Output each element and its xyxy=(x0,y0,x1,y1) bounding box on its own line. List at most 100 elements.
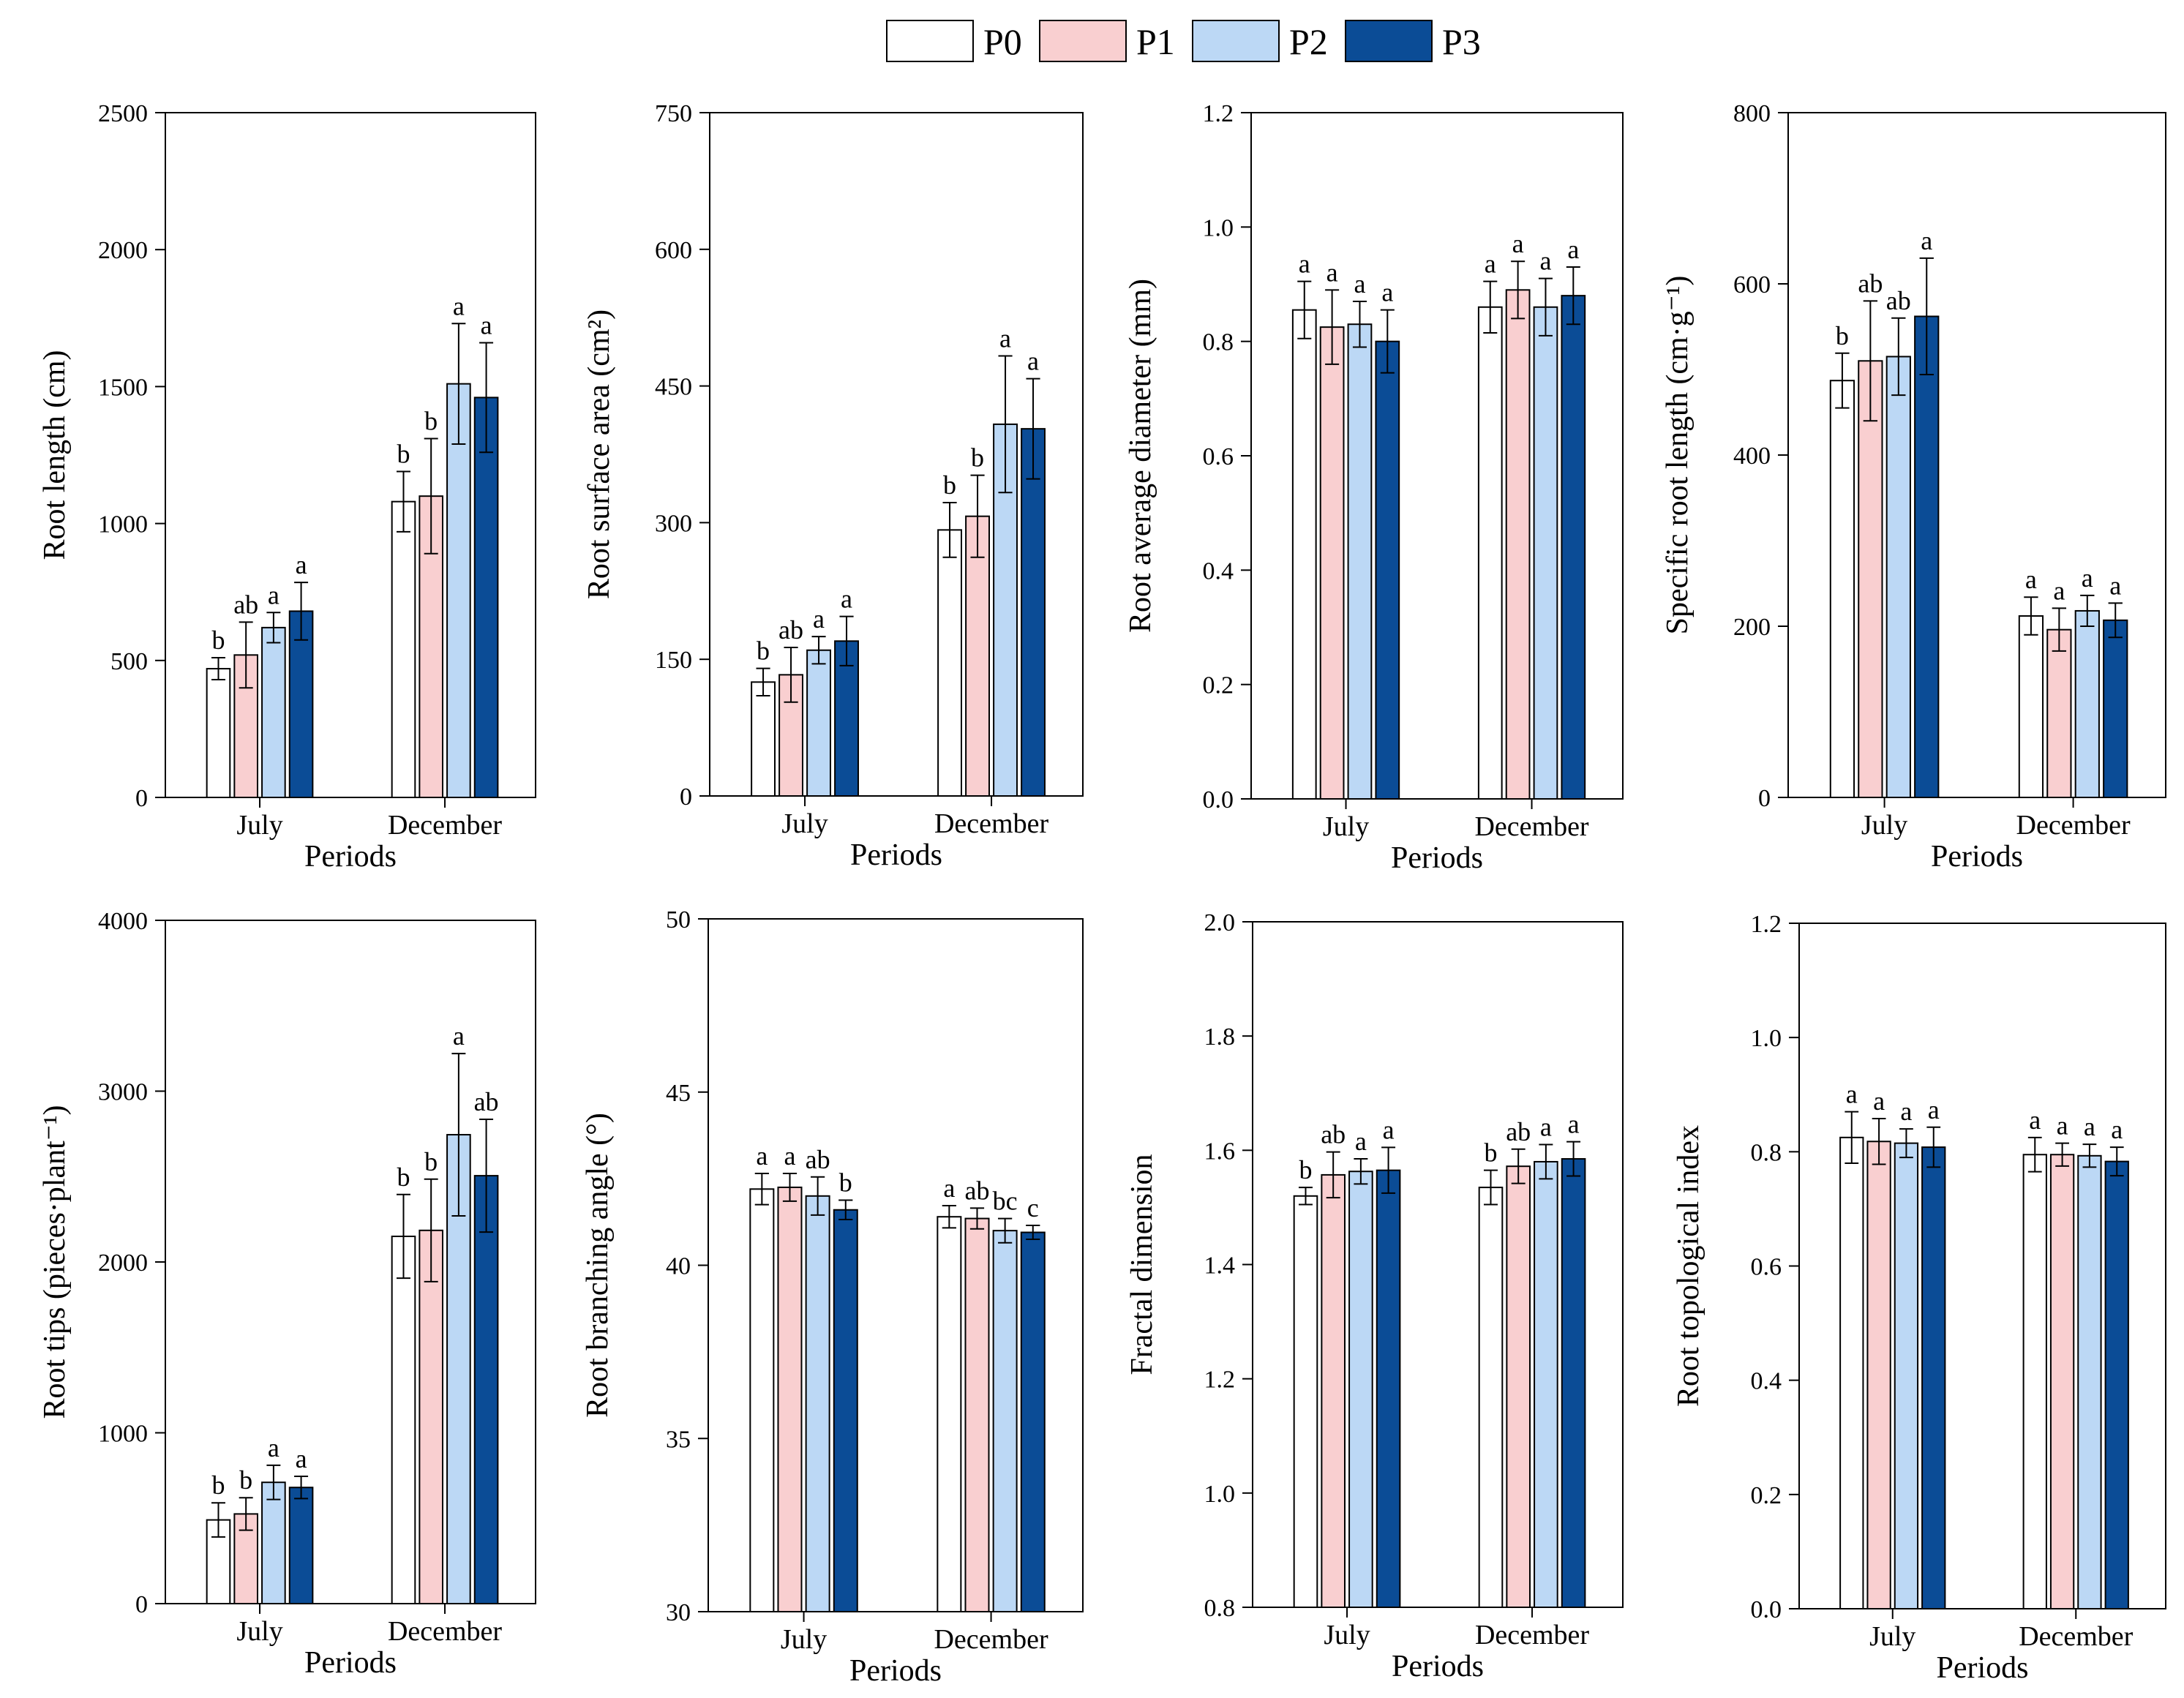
significance-letter: b xyxy=(1299,1155,1312,1184)
y-tick-label: 600 xyxy=(655,237,692,264)
x-tick-label: July xyxy=(1323,811,1369,842)
y-tick-label: 40 xyxy=(666,1253,691,1280)
y-axis-title: Fractal dimension xyxy=(1125,1154,1159,1375)
y-tick-label: 1.0 xyxy=(1751,1025,1782,1052)
bar-p2-december xyxy=(2074,609,2100,798)
y-tick-label: 0.8 xyxy=(1751,1139,1782,1166)
plot-frame xyxy=(165,112,536,798)
x-axis-title: Periods xyxy=(1937,1651,2029,1685)
x-tick-label: July xyxy=(1324,1620,1370,1650)
significance-letter: c xyxy=(1027,1193,1039,1222)
y-tick-label: 400 xyxy=(1733,443,1771,470)
significance-letter: b xyxy=(1836,321,1849,350)
significance-letter: a xyxy=(296,1444,307,1473)
significance-letter: a xyxy=(943,1173,955,1203)
significance-letter: ab xyxy=(1506,1117,1531,1146)
bar-p3-july xyxy=(288,610,314,799)
significance-letter: a xyxy=(1928,1095,1940,1124)
legend-entry-p2: P2 xyxy=(1192,20,1328,62)
bar-p2-december xyxy=(992,1230,1018,1612)
bar-p3-july xyxy=(1921,1146,1946,1609)
x-tick-label: December xyxy=(934,1624,1048,1655)
bar-p0-december xyxy=(2018,615,2044,799)
x-tick-label: December xyxy=(1475,1620,1589,1650)
y-tick-label: 0.2 xyxy=(1751,1482,1782,1509)
y-axis-title: Specific root length (cm·g⁻¹) xyxy=(1661,276,1695,635)
bar-p2-july xyxy=(1348,1171,1373,1608)
significance-letter: a xyxy=(1354,269,1365,298)
significance-letter: a xyxy=(1355,1127,1367,1156)
y-tick-label: 750 xyxy=(655,100,692,127)
legend-swatch xyxy=(1039,20,1127,62)
significance-letter: ab xyxy=(806,1145,830,1174)
significance-letter: a xyxy=(1326,258,1338,287)
bar-p2-july xyxy=(805,1195,830,1613)
bar-p3-december xyxy=(1021,428,1046,797)
significance-letter: a xyxy=(1512,229,1524,258)
bar-p0-july xyxy=(1291,309,1317,800)
significance-letter: a xyxy=(2084,1112,2095,1141)
bar-p2-july xyxy=(806,649,831,797)
significance-letter: b xyxy=(1484,1138,1497,1168)
x-tick-label: December xyxy=(934,808,1048,839)
legend-swatch xyxy=(886,20,974,62)
significance-letter: b xyxy=(424,1147,438,1176)
significance-letter: b xyxy=(971,443,984,473)
bar-p1-december xyxy=(965,515,990,797)
significance-letter: b xyxy=(239,1465,252,1495)
bar-p2-july xyxy=(1885,356,1911,798)
x-tick-label: July xyxy=(236,810,282,841)
x-tick-label: December xyxy=(2019,1621,2133,1652)
y-axis-title: Root length (cm) xyxy=(38,350,72,560)
significance-letter: a xyxy=(756,1141,768,1171)
y-tick-label: 150 xyxy=(655,647,692,674)
bar-p3-december xyxy=(1561,295,1586,800)
y-tick-label: 2000 xyxy=(98,1250,148,1277)
bar-p2-december xyxy=(1533,306,1558,800)
legend-label: P1 xyxy=(1136,21,1175,62)
y-tick-label: 3000 xyxy=(98,1079,148,1106)
bar-p2-july xyxy=(1894,1142,1919,1609)
significance-letter: a xyxy=(1383,1115,1395,1144)
significance-letter: a xyxy=(268,580,279,609)
significance-letter: a xyxy=(1921,226,1932,255)
x-tick-label: July xyxy=(236,1616,282,1647)
bar-p0-december xyxy=(391,1235,416,1604)
y-axis-title: Root average diameter (mm) xyxy=(1124,279,1157,633)
y-axis-title: Root surface area (cm²) xyxy=(582,309,616,599)
significance-letter: a xyxy=(784,1141,795,1171)
significance-letter: ab xyxy=(233,590,258,619)
bar-p3-july xyxy=(834,640,859,797)
y-tick-label: 0.2 xyxy=(1203,672,1234,699)
significance-letter: a xyxy=(1299,249,1310,279)
y-tick-label: 600 xyxy=(1733,271,1771,298)
y-tick-label: 0 xyxy=(680,784,692,811)
bar-p0-december xyxy=(2022,1154,2047,1610)
significance-letter: a xyxy=(2057,1111,2068,1141)
legend: P0 P1 P2 P3 xyxy=(886,20,1481,62)
bar-p1-december xyxy=(1505,289,1531,800)
y-tick-label: 0.8 xyxy=(1204,1595,1236,1622)
significance-letter: a xyxy=(1873,1086,1885,1116)
y-tick-label: 450 xyxy=(655,374,692,401)
bar-p3-july xyxy=(833,1209,858,1612)
legend-label: P3 xyxy=(1442,21,1481,62)
x-tick-label: July xyxy=(781,1624,827,1655)
y-tick-label: 500 xyxy=(110,648,148,675)
significance-letter: a xyxy=(2025,565,2037,594)
bar-p3-december xyxy=(473,1175,499,1604)
legend-swatch xyxy=(1192,20,1280,62)
legend-label: P2 xyxy=(1289,21,1328,62)
bar-p1-december xyxy=(964,1217,990,1612)
bar-p3-december xyxy=(2104,1160,2129,1610)
significance-letter: b xyxy=(397,439,410,468)
significance-letter: a xyxy=(1567,235,1579,264)
bar-p2-december xyxy=(1534,1160,1558,1608)
